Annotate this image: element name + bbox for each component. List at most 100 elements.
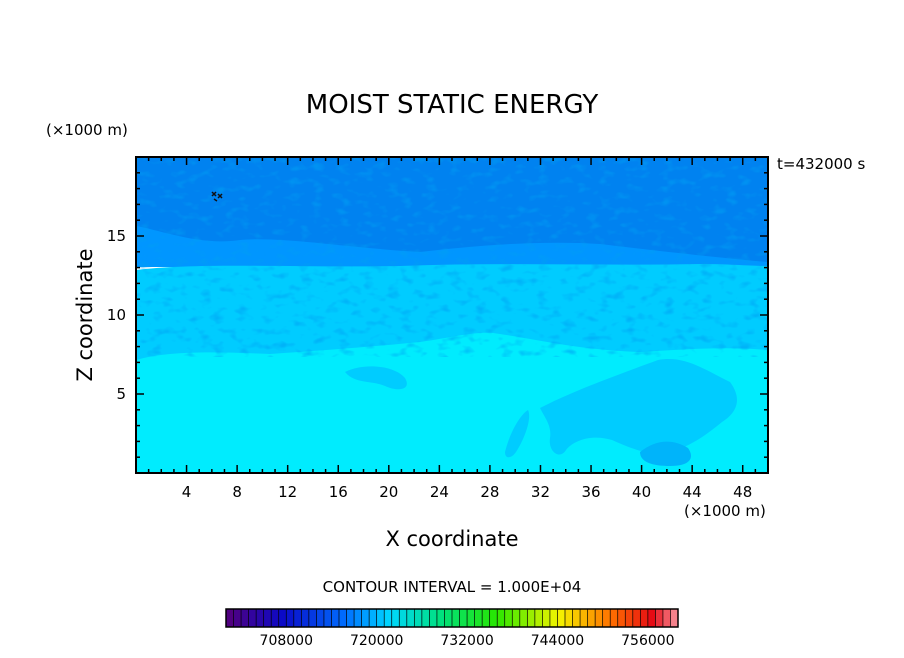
chart-title: MOIST STATIC ENERGY: [306, 90, 599, 120]
colorbar-tick-label: 732000: [440, 633, 493, 649]
y-axis-title: Z coordinate: [73, 248, 97, 381]
colorbar-swatch: [557, 609, 566, 627]
colorbar-tick-label: 720000: [350, 633, 403, 649]
colorbar-swatch: [323, 609, 332, 627]
colorbar-swatch: [504, 609, 513, 627]
colorbar-swatch: [346, 609, 355, 627]
colorbar-swatch: [572, 609, 581, 627]
time-label: t=432000 s: [777, 155, 865, 173]
colorbar-swatch: [580, 609, 588, 627]
colorbar-swatch: [286, 609, 295, 627]
y-tick-label: 15: [107, 227, 126, 245]
colorbar-swatch: [527, 609, 536, 627]
colorbar-swatch: [421, 609, 430, 627]
colorbar-swatch: [617, 609, 626, 627]
colorbar-swatch: [595, 609, 603, 627]
colorbar-swatch: [354, 609, 362, 627]
colorbar-swatch: [429, 609, 438, 627]
x-tick-label: 44: [683, 483, 702, 501]
colorbar-swatch: [271, 609, 280, 627]
x-tick-label: 4: [182, 483, 192, 501]
x-tick-label: 40: [632, 483, 651, 501]
colorbar-swatch: [308, 609, 317, 627]
colorbar-swatch: [278, 609, 287, 627]
colorbar-swatch: [226, 609, 234, 627]
colorbar-swatch: [406, 609, 415, 627]
colorbar-swatch: [610, 609, 619, 627]
colorbar-swatch: [565, 609, 573, 627]
colorbar-swatch: [482, 609, 490, 627]
colorbar-swatch: [256, 609, 264, 627]
colorbar-swatch: [444, 609, 453, 627]
x-tick-label: 20: [379, 483, 398, 501]
x-axis: 4 8 12 16 20 24 28 32 36 40 44 48: [147, 157, 757, 501]
colorbar-swatch: [241, 609, 249, 627]
colorbar-swatch: [474, 609, 483, 627]
colorbar-swatch: [625, 609, 634, 627]
colorbar-swatch: [602, 609, 611, 627]
colorbar: [225, 608, 679, 628]
y-axis: 5 10 15: [107, 172, 768, 458]
colorbar-tick-label: 744000: [531, 633, 584, 649]
colorbar-swatch: [512, 609, 521, 627]
x-unit-label: (×1000 m): [684, 502, 766, 520]
colorbar-swatch: [655, 609, 664, 627]
colorbar-swatch: [384, 609, 393, 627]
plot-area: [136, 157, 768, 473]
colorbar-tick-label: 708000: [260, 633, 313, 649]
colorbar-swatch: [376, 609, 385, 627]
colorbar-swatch: [670, 609, 679, 627]
colorbar-frame: [225, 608, 679, 628]
x-tick-label: 36: [581, 483, 600, 501]
colorbar-swatch: [549, 609, 558, 627]
x-tick-label: 16: [329, 483, 348, 501]
y-tick-label: 10: [107, 306, 126, 324]
colorbar-swatch: [662, 609, 671, 627]
colorbar-swatch: [640, 609, 649, 627]
field-plume-right: [540, 359, 737, 455]
colorbar-swatch: [248, 609, 257, 627]
colorbar-swatch: [489, 609, 498, 627]
colorbar-swatch: [399, 609, 408, 627]
colorbar-swatch: [452, 609, 460, 627]
colorbar-swatch: [632, 609, 641, 627]
field-plume-narrow: [505, 410, 530, 458]
colorbar-swatch: [233, 609, 242, 627]
field-noise-texture: [136, 157, 768, 357]
x-tick-label: 8: [232, 483, 242, 501]
y-unit-label: (×1000 m): [46, 121, 128, 139]
colorbar-swatch: [647, 609, 656, 627]
colorbar-swatch: [414, 609, 423, 627]
colorbar-swatch: [293, 609, 302, 627]
field-cell-dark: [640, 441, 691, 466]
x-tick-label: 24: [430, 483, 449, 501]
colorbar-tick-label: 756000: [621, 633, 674, 649]
colorbar-swatch: [587, 609, 596, 627]
field-plume-left: [345, 366, 407, 390]
colorbar-tick-labels: 708000 720000 732000 744000 756000: [260, 633, 675, 649]
colorbar-swatch: [497, 609, 506, 627]
colorbar-swatch: [301, 609, 310, 627]
contour-interval-label: CONTOUR INTERVAL = 1.000E+04: [323, 578, 582, 596]
x-tick-label: 12: [278, 483, 297, 501]
colorbar-swatch: [436, 609, 445, 627]
x-axis-title: X coordinate: [385, 527, 518, 551]
colorbar-swatch: [361, 609, 370, 627]
colorbar-swatch: [391, 609, 400, 627]
colorbar-swatch: [339, 609, 347, 627]
colorbar-swatch: [467, 609, 475, 627]
x-tick-label: 28: [480, 483, 499, 501]
colorbar-swatch: [459, 609, 468, 627]
colorbar-swatch: [519, 609, 528, 627]
x-tick-label: 48: [733, 483, 752, 501]
local-minimum-marker: [211, 191, 223, 202]
colorbar-swatch: [534, 609, 543, 627]
y-tick-label: 5: [116, 385, 126, 403]
colorbar-swatch: [316, 609, 325, 627]
colorbar-swatch: [542, 609, 551, 627]
colorbar-swatch: [369, 609, 377, 627]
colorbar-swatch: [331, 609, 340, 627]
x-tick-label: 32: [531, 483, 550, 501]
